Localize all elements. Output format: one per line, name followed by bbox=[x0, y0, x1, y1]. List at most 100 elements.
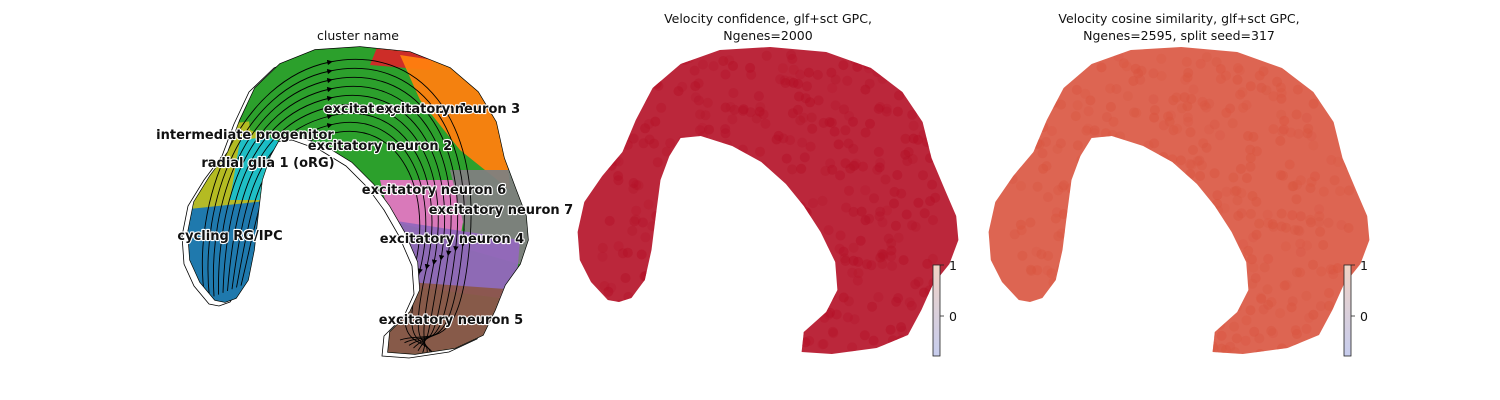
cell-point bbox=[606, 308, 617, 319]
cell-point bbox=[800, 337, 811, 348]
panel2-title-line2: Ngenes=2000 bbox=[723, 28, 812, 43]
cell-point bbox=[1203, 340, 1214, 351]
label-excitatory-neuron-3: excitatory neuron 3 bbox=[376, 102, 520, 117]
cell-point bbox=[818, 339, 829, 349]
cell-point bbox=[633, 312, 643, 323]
cell-point bbox=[1111, 84, 1122, 94]
cell-point bbox=[1091, 255, 1102, 266]
cell-point bbox=[636, 249, 647, 260]
cell-point bbox=[1218, 234, 1228, 244]
cell-point bbox=[728, 339, 739, 350]
cell-point bbox=[1283, 62, 1293, 73]
cell-point bbox=[1240, 335, 1251, 346]
cell-point bbox=[780, 348, 791, 354]
cell-point bbox=[1165, 269, 1176, 280]
cell-point bbox=[1176, 245, 1187, 256]
cell-point bbox=[1056, 99, 1066, 110]
cell-point bbox=[825, 290, 836, 301]
cell-point bbox=[1172, 123, 1183, 134]
cell-point bbox=[1232, 301, 1243, 312]
cell-point bbox=[1126, 151, 1137, 162]
cell-point bbox=[1196, 160, 1207, 171]
cell-point bbox=[1189, 316, 1200, 327]
cell-point bbox=[727, 114, 738, 125]
cell-point bbox=[856, 206, 867, 217]
cell-point bbox=[1071, 84, 1082, 95]
cell-point bbox=[1085, 273, 1096, 284]
cell-point bbox=[1154, 182, 1165, 193]
label-excitatory-neuron-6: excitatory neuron 6 bbox=[362, 183, 506, 198]
cell-point bbox=[1025, 264, 1036, 275]
cell-point bbox=[770, 218, 781, 229]
cell-point bbox=[753, 91, 764, 102]
cell-point bbox=[1146, 321, 1157, 332]
cell-point bbox=[1199, 206, 1210, 217]
cell-point bbox=[708, 272, 719, 283]
cell-point bbox=[1142, 153, 1153, 164]
cell-point bbox=[1304, 312, 1315, 323]
cell-point bbox=[1328, 99, 1339, 110]
cell-point bbox=[1179, 201, 1190, 212]
cell-point bbox=[804, 335, 815, 346]
cell-point bbox=[1058, 209, 1069, 220]
cell-point bbox=[647, 221, 658, 232]
cell-point bbox=[889, 186, 900, 197]
cell-point bbox=[794, 283, 804, 294]
cell-point bbox=[1256, 82, 1267, 93]
cell-point bbox=[1008, 114, 1019, 125]
cell-point bbox=[859, 330, 870, 341]
cell-point bbox=[820, 166, 831, 176]
cell-point bbox=[840, 125, 851, 136]
cell-point bbox=[1305, 183, 1316, 194]
cell-point bbox=[1081, 340, 1092, 351]
cell-point bbox=[632, 331, 643, 342]
cell-point bbox=[1281, 279, 1292, 290]
cell-point bbox=[1149, 105, 1160, 116]
cell-point bbox=[1231, 185, 1242, 196]
cell-point bbox=[791, 237, 802, 248]
cell-point bbox=[729, 104, 740, 115]
cell-point bbox=[1015, 219, 1026, 230]
cell-point bbox=[843, 296, 854, 307]
cell-point bbox=[1241, 100, 1252, 111]
cell-point bbox=[1301, 112, 1312, 123]
cell-point bbox=[1017, 250, 1028, 261]
cell-point bbox=[795, 115, 806, 126]
cell-point bbox=[1046, 314, 1057, 325]
cell-point bbox=[785, 135, 796, 146]
cell-point bbox=[1155, 177, 1166, 188]
cell-point bbox=[886, 251, 897, 262]
cell-point bbox=[1112, 245, 1123, 256]
cell-point bbox=[595, 118, 606, 129]
cell-point bbox=[881, 103, 892, 114]
cell-point bbox=[1026, 266, 1037, 276]
cell-point bbox=[718, 275, 729, 286]
cell-point bbox=[848, 161, 859, 171]
cell-point bbox=[688, 166, 699, 177]
cell-point bbox=[1258, 304, 1269, 315]
cell-point bbox=[887, 335, 898, 346]
cell-point bbox=[825, 158, 836, 169]
cell-point bbox=[1043, 250, 1054, 261]
cell-point bbox=[1211, 291, 1222, 302]
cell-point bbox=[700, 110, 711, 121]
cell-point bbox=[787, 164, 798, 175]
cell-point bbox=[660, 188, 671, 199]
cell-point bbox=[873, 103, 884, 114]
cell-point bbox=[1188, 84, 1199, 95]
cell-point bbox=[1028, 338, 1039, 349]
cell-point bbox=[655, 318, 666, 329]
cell-point bbox=[677, 320, 688, 331]
cell-point bbox=[1292, 344, 1303, 354]
cell-point bbox=[724, 55, 735, 66]
cell-point bbox=[1309, 72, 1320, 83]
cell-point bbox=[824, 117, 835, 128]
cell-point bbox=[1195, 58, 1206, 69]
cell-point bbox=[720, 128, 731, 139]
cell-point bbox=[1291, 329, 1302, 339]
cell-point bbox=[1074, 282, 1085, 292]
cell-point bbox=[1201, 52, 1212, 63]
cell-point bbox=[645, 315, 656, 326]
cell-point bbox=[1168, 294, 1179, 305]
